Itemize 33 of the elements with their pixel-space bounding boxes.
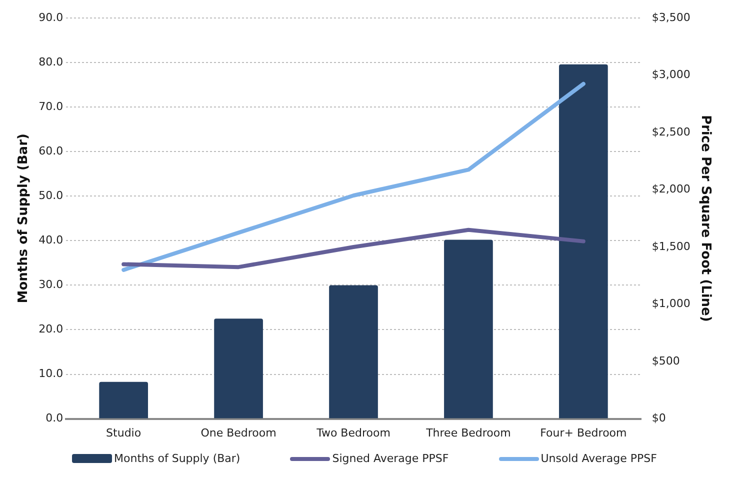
y-tick-label: 70.0 [38,100,64,113]
y2-tick-label: $2,500 [652,125,690,138]
bar [329,285,378,418]
x-tick-label: Four+ Bedroom [540,426,627,440]
y-tick-label: 40.0 [38,234,64,247]
y-axis-title: Months of Supply (Bar) [16,134,32,304]
y2-tick-label: $2,000 [652,182,690,196]
bar [214,318,263,418]
y-tick-label: 90.0 [38,10,64,24]
y-tick-label: 10.0 [38,367,64,380]
legend-label: Unsold Average PPSF [540,452,657,465]
y-tick-label: 0.0 [46,412,64,425]
bar [99,382,148,418]
y2-tick-label: $1,000 [652,297,690,310]
x-tick-label: Two Bedroom [316,426,390,440]
legend-label: Months of Supply (Bar) [114,452,240,465]
y2-axis-title: Price Per Square Foot (Line) [698,114,713,322]
x-tick-label: One Bedroom [200,426,276,440]
bar [559,64,608,418]
y-tick-label: 20.0 [38,322,64,336]
y-tick-label: 80.0 [38,55,64,68]
bar [444,240,493,418]
x-tick-label: Studio [106,426,142,440]
y2-tick-label: $1,500 [652,240,690,253]
y-tick-label: 60.0 [38,144,64,158]
y-tick-label: 30.0 [38,278,64,292]
y2-tick-label: $3,500 [652,10,690,24]
y2-tick-label: $0 [652,412,666,425]
y-tick-label: 50.0 [38,188,64,202]
y2-tick-label: $3,000 [652,68,690,82]
y2-tick-label: $500 [652,354,680,368]
x-tick-label: Three Bedroom [425,426,511,440]
legend-label: Signed Average PPSF [332,452,449,465]
